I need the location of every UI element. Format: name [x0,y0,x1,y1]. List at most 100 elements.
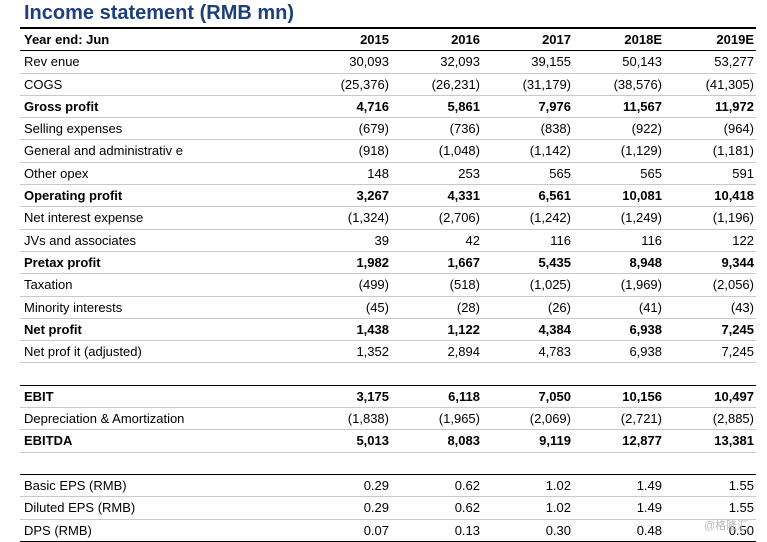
row-value: (1,129) [573,139,664,163]
spacer-row [20,363,756,385]
row-selling-expenses: Selling expenses (679) (736) (838) (922)… [20,117,756,141]
row-label: Rev enue [20,50,300,74]
row-value: (918) [300,139,391,163]
row-value: 12,877 [573,429,664,453]
watermark: @格隆汇 [704,520,749,532]
row-value: (28) [391,296,482,319]
row-revenue: Rev enue 30,093 32,093 39,155 50,143 53,… [20,50,756,74]
row-value: 0.48 [573,519,664,542]
row-value: (1,242) [482,206,573,230]
row-basic-eps: Basic EPS (RMB) 0.29 0.62 1.02 1.49 1.55 [20,473,756,498]
row-label: Net interest expense [20,206,300,230]
row-value: 1,122 [391,317,482,342]
row-cogs: COGS (25,376) (26,231) (31,179) (38,576)… [20,73,756,96]
row-net-profit-adjusted: Net prof it (adjusted) 1,352 2,894 4,783… [20,340,756,364]
row-value: 565 [573,162,664,186]
row-general-admin: General and administrativ e (918) (1,048… [20,139,756,163]
row-value: 1.02 [482,473,573,498]
row-value: 1,352 [300,340,391,364]
row-value: 1.55 [664,496,756,520]
row-value: 13,381 [664,429,756,453]
row-value: 4,783 [482,340,573,364]
row-label: Pretax profit [20,250,300,275]
row-value: 4,384 [482,317,573,342]
row-value: 6,938 [573,317,664,342]
row-net-profit: Net profit 1,438 1,122 4,384 6,938 7,245 [20,317,756,342]
row-value: (499) [300,273,391,297]
spacer-row [20,452,756,474]
row-value: (41,305) [664,73,756,96]
row-value: 2,894 [391,340,482,364]
row-taxation: Taxation (499) (518) (1,025) (1,969) (2,… [20,273,756,297]
row-value: 0.29 [300,496,391,520]
row-value: (518) [391,273,482,297]
row-jvs-associates: JVs and associates 39 42 116 116 122 [20,229,756,252]
header-year: 2018E [573,27,664,52]
header-year: 2015 [300,27,391,52]
row-value: 8,948 [573,250,664,275]
row-value: 10,418 [664,184,756,208]
row-value: 4,331 [391,184,482,208]
row-value: (1,181) [664,139,756,163]
row-value: 32,093 [391,50,482,74]
statement-title: Income statement (RMB mn) [24,2,295,24]
row-value: 39 [300,229,391,252]
row-value: 7,245 [664,340,756,364]
row-label: Other opex [20,162,300,186]
row-value: 3,267 [300,184,391,208]
row-operating-profit: Operating profit 3,267 4,331 6,561 10,08… [20,184,756,208]
row-value: (2,721) [573,407,664,431]
row-value: (1,324) [300,206,391,230]
row-value: (25,376) [300,73,391,96]
row-value: (1,969) [573,273,664,297]
row-value: 30,093 [300,50,391,74]
row-value: 10,081 [573,184,664,208]
header-label: Year end: Jun [20,27,300,52]
row-value: 1.49 [573,473,664,498]
row-value: 253 [391,162,482,186]
row-value: (1,249) [573,206,664,230]
row-label: COGS [20,73,300,96]
row-value: (43) [664,296,756,319]
row-label: EBITDA [20,429,300,453]
row-value: 6,561 [482,184,573,208]
row-value: 122 [664,229,756,252]
row-label: Selling expenses [20,117,300,141]
row-value: (679) [300,117,391,141]
row-label: Depreciation & Amortization [20,407,300,431]
row-value: (922) [573,117,664,141]
row-label: JVs and associates [20,229,300,252]
row-value: 0.62 [391,496,482,520]
row-value: (2,069) [482,407,573,431]
row-value: 6,938 [573,340,664,364]
row-value: 1.55 [664,473,756,498]
row-value: 0.62 [391,473,482,498]
row-value: (26,231) [391,73,482,96]
row-value: 148 [300,162,391,186]
row-value: 42 [391,229,482,252]
table-header-row: Year end: Jun 2015 2016 2017 2018E 2019E [20,27,756,52]
header-year: 2019E [664,27,756,52]
header-year: 2016 [391,27,482,52]
row-label: Basic EPS (RMB) [20,473,300,498]
row-label: DPS (RMB) [20,519,300,542]
row-value: (1,965) [391,407,482,431]
row-value: 1,667 [391,250,482,275]
row-minority-interests: Minority interests (45) (28) (26) (41) (… [20,296,756,319]
row-value: 0.30 [482,519,573,542]
row-label: Net prof it (adjusted) [20,340,300,364]
row-value: (736) [391,117,482,141]
row-value: 7,050 [482,384,573,409]
row-value: 1,438 [300,317,391,342]
row-value: 0.07 [300,519,391,542]
row-label: Taxation [20,273,300,297]
row-label: EBIT [20,384,300,409]
row-other-opex: Other opex 148 253 565 565 591 [20,162,756,186]
row-value: (41) [573,296,664,319]
row-value: 1,982 [300,250,391,275]
row-value: 7,245 [664,317,756,342]
row-value: (1,196) [664,206,756,230]
row-label: Operating profit [20,184,300,208]
row-value: 7,976 [482,94,573,119]
row-value: 5,435 [482,250,573,275]
